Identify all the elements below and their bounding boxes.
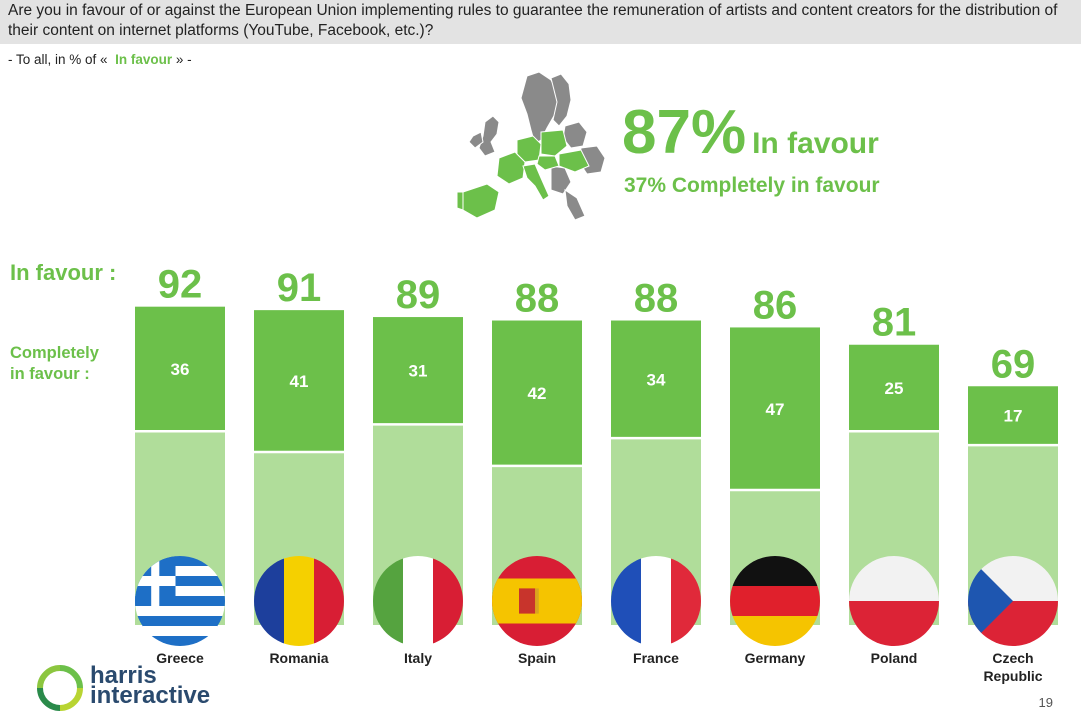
country-germany: Germany bbox=[745, 650, 806, 666]
bar-france-completely bbox=[611, 320, 701, 439]
base-note: - To all, in % of « In favour » - bbox=[8, 52, 192, 67]
total-france: 88 bbox=[634, 277, 679, 321]
bar-greece-completely bbox=[135, 306, 225, 432]
bar-romania-completely bbox=[254, 310, 344, 452]
completely-label-line1: Completely bbox=[10, 344, 99, 362]
country-france: France bbox=[633, 650, 679, 666]
total-spain: 88 bbox=[515, 277, 560, 321]
question-text: Are you in favour of or against the Euro… bbox=[0, 0, 1081, 44]
harris-logo-icon bbox=[37, 665, 83, 711]
bar-italy-completely bbox=[373, 317, 463, 425]
brand-line2: interactive bbox=[90, 682, 211, 709]
country-spain: Spain bbox=[518, 650, 556, 666]
spain-flag bbox=[492, 556, 582, 646]
europe-map-icon bbox=[456, 71, 606, 221]
bar-czech-republic-completely bbox=[968, 386, 1058, 446]
headline-in-favour: 87% In favour bbox=[622, 98, 879, 168]
completely-romania: 41 bbox=[290, 372, 309, 391]
country-czech-republic-line1: Czech bbox=[992, 650, 1033, 666]
total-czech-republic: 69 bbox=[991, 342, 1036, 386]
completely-label-line2: in favour : bbox=[10, 365, 90, 383]
headline-total-value: 87% bbox=[622, 98, 747, 167]
brand-line1: harris bbox=[90, 662, 157, 689]
country-czech-republic-line2: Republic bbox=[983, 668, 1042, 684]
bar-poland-completely bbox=[849, 344, 939, 432]
headline-total-label: In favour bbox=[752, 127, 879, 160]
completely-germany: 47 bbox=[766, 400, 785, 419]
completely-row-label: Completely in favour : bbox=[10, 343, 99, 385]
total-poland: 81 bbox=[872, 301, 917, 345]
country-greece: Greece bbox=[156, 650, 204, 666]
base-suffix: » - bbox=[175, 52, 192, 67]
czech-republic-flag bbox=[968, 556, 1058, 646]
in-favour-row-label: In favour : bbox=[10, 260, 117, 285]
headline-completely: 37% Completely in favour bbox=[624, 174, 880, 197]
greece-flag bbox=[135, 556, 225, 646]
total-greece: 92 bbox=[158, 263, 203, 307]
base-prefix: - To all, in % of « bbox=[8, 52, 108, 67]
completely-poland: 25 bbox=[885, 379, 904, 398]
poland-flag bbox=[849, 556, 939, 646]
completely-france: 34 bbox=[647, 370, 666, 389]
germany-flag bbox=[730, 556, 820, 646]
completely-italy: 31 bbox=[409, 362, 428, 381]
total-italy: 89 bbox=[396, 273, 441, 317]
country-romania: Romania bbox=[269, 650, 328, 666]
total-germany: 86 bbox=[753, 283, 798, 327]
completely-czech-republic: 17 bbox=[1004, 407, 1023, 426]
page-number: 19 bbox=[1038, 695, 1053, 710]
country-italy: Italy bbox=[404, 650, 432, 666]
completely-spain: 42 bbox=[528, 384, 547, 403]
bar-spain-completely bbox=[492, 320, 582, 466]
base-highlight: In favour bbox=[115, 52, 173, 67]
completely-greece: 36 bbox=[171, 360, 190, 379]
total-romania: 91 bbox=[277, 266, 322, 310]
bar-germany-completely bbox=[730, 327, 820, 491]
country-poland: Poland bbox=[871, 650, 918, 666]
brand-name: harris interactive bbox=[90, 664, 211, 709]
